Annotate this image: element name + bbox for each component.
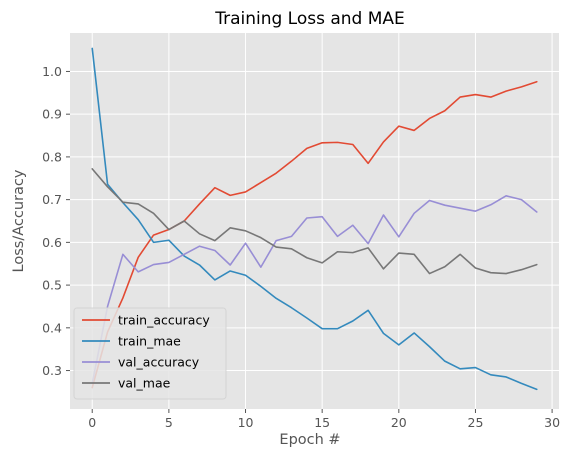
x-tick-label: 20 xyxy=(391,415,407,430)
legend: train_accuracy train_mae val_accuracy val_m… xyxy=(73,307,227,400)
x-tick-label: 0 xyxy=(88,415,96,430)
legend-label: train_accuracy xyxy=(118,313,210,328)
series-lines xyxy=(91,47,538,391)
y-tick-label: 1.0 xyxy=(42,64,62,79)
x-tick-label: 25 xyxy=(468,415,484,430)
x-tick-label: 30 xyxy=(544,415,560,430)
y-tick-label: 0.6 xyxy=(42,235,62,250)
chart-title: Training Loss and MAE xyxy=(214,9,405,29)
legend-label: val_accuracy xyxy=(118,355,200,370)
x-axis-label: Epoch # xyxy=(279,432,340,448)
x-tick-label: 15 xyxy=(314,415,330,430)
series-line-train-mae xyxy=(91,47,538,391)
y-axis-label: Loss/Accuracy xyxy=(11,169,27,272)
x-tick-label: 5 xyxy=(165,415,173,430)
x-axis-ticks: 0 5 10 15 20 25 30 xyxy=(88,409,560,430)
legend-label: val_mae xyxy=(118,376,171,391)
legend-box xyxy=(73,307,227,400)
y-tick-label: 0.3 xyxy=(42,363,62,378)
series-line-val-accuracy xyxy=(91,194,538,385)
y-axis-ticks: 0.3 0.4 0.5 0.6 0.7 0.8 0.9 1.0 xyxy=(42,64,70,378)
series-line-train-accuracy xyxy=(91,80,538,389)
y-tick-label: 0.7 xyxy=(42,192,62,207)
y-tick-label: 0.4 xyxy=(42,320,62,335)
series-line-val-mae xyxy=(91,168,538,275)
x-tick-label: 10 xyxy=(238,415,254,430)
y-tick-label: 0.5 xyxy=(42,278,62,293)
y-tick-label: 0.9 xyxy=(42,107,62,122)
y-tick-label: 0.8 xyxy=(42,149,62,164)
legend-label: train_mae xyxy=(118,334,181,349)
